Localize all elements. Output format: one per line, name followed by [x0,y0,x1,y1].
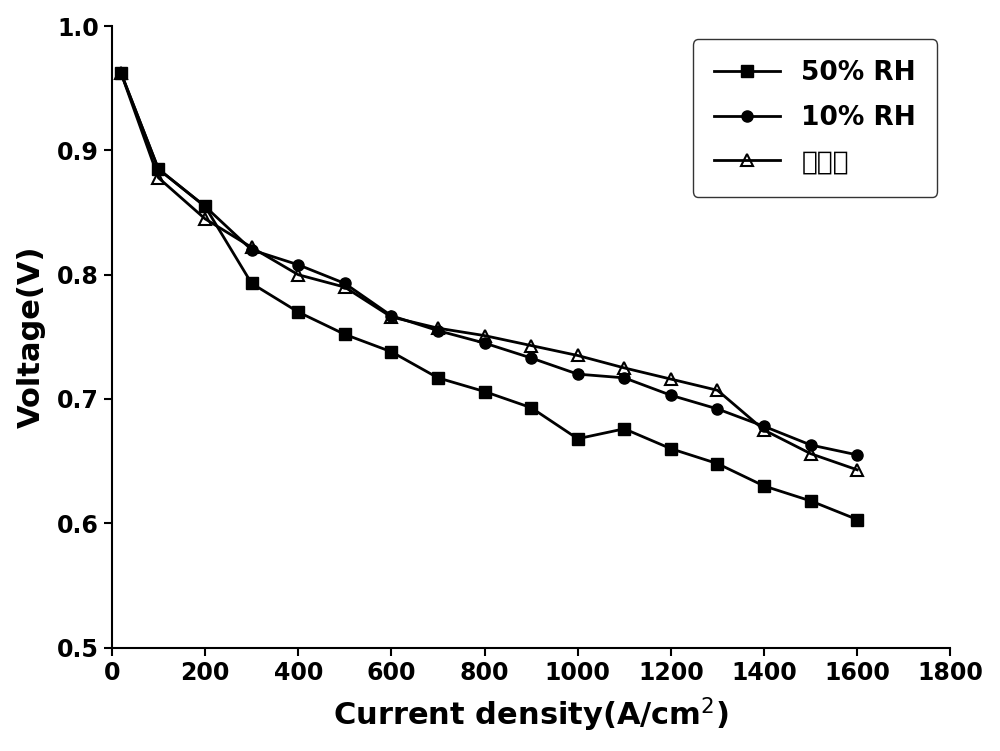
Line: 不增湿: 不增湿 [115,67,863,476]
50% RH [711,459,723,468]
50% RH [385,347,397,356]
50% RH [758,481,770,490]
10% RH [758,422,770,431]
50% RH [572,434,584,443]
不增湿 [152,173,164,182]
50% RH [805,496,817,505]
10% RH [665,391,677,400]
10% RH [292,261,304,270]
10% RH [246,246,258,255]
50% RH [432,373,444,382]
50% RH [851,515,863,524]
50% RH [292,307,304,316]
不增湿 [385,312,397,321]
10% RH [711,405,723,414]
Line: 10% RH: 10% RH [116,68,863,460]
不增湿 [246,243,258,252]
50% RH [199,202,211,211]
10% RH [525,354,537,363]
50% RH [152,164,164,173]
10% RH [618,373,630,382]
10% RH [572,369,584,379]
不增湿 [292,270,304,279]
10% RH [851,451,863,460]
不增湿 [525,341,537,350]
50% RH [479,387,491,396]
不增湿 [665,375,677,384]
10% RH [199,202,211,211]
50% RH [246,279,258,288]
50% RH [618,424,630,433]
50% RH [115,69,127,78]
不增湿 [851,466,863,475]
10% RH [479,339,491,348]
X-axis label: Current density(A/cm$^2$): Current density(A/cm$^2$) [333,696,729,734]
Y-axis label: Voltage(V): Voltage(V) [17,246,46,428]
10% RH [339,279,351,288]
不增湿 [805,449,817,458]
不增湿 [339,282,351,291]
不增湿 [479,331,491,340]
10% RH [115,69,127,78]
10% RH [152,164,164,173]
不增湿 [199,214,211,223]
不增湿 [432,324,444,333]
10% RH [805,440,817,449]
50% RH [665,444,677,453]
不增湿 [758,426,770,435]
50% RH [525,403,537,412]
Legend: 50% RH, 10% RH, 不增湿: 50% RH, 10% RH, 不增湿 [693,39,937,197]
不增湿 [618,363,630,372]
不增湿 [115,69,127,78]
10% RH [432,326,444,335]
Line: 50% RH: 50% RH [116,68,863,525]
不增湿 [711,386,723,395]
10% RH [385,311,397,320]
50% RH [339,330,351,339]
不增湿 [572,351,584,360]
